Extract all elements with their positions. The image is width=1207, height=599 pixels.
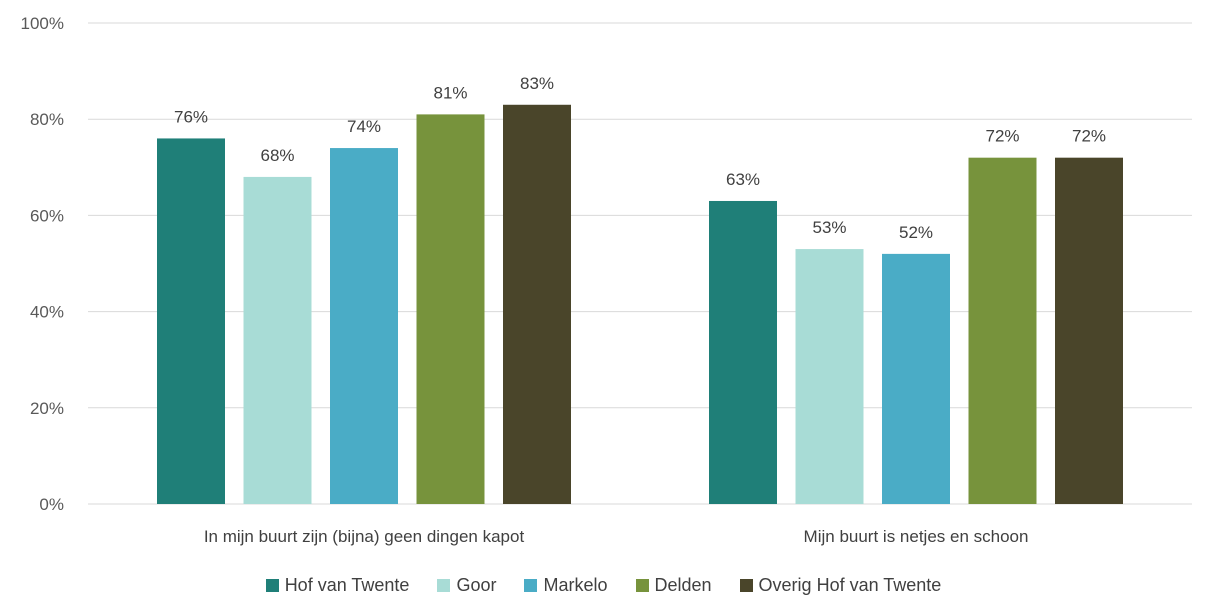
bars <box>157 104 1123 505</box>
data-label: 72% <box>1072 127 1106 146</box>
legend-swatch <box>635 578 649 592</box>
y-tick-label: 40% <box>30 303 64 322</box>
bar <box>1055 157 1123 504</box>
legend: Hof van Twente Goor Markelo Delden Overig Ho… <box>0 572 1207 598</box>
bar <box>709 200 777 504</box>
data-label: 81% <box>433 83 467 102</box>
legend-label: Overig Hof van Twente <box>758 574 942 595</box>
bar <box>243 176 312 505</box>
legend-label: Goor <box>456 574 497 595</box>
legend-item: Hof van Twente <box>265 574 410 596</box>
data-label: 68% <box>260 146 294 165</box>
data-label: 63% <box>726 170 760 189</box>
legend-swatch <box>265 578 279 592</box>
y-tick-label: 0% <box>39 495 64 514</box>
bar <box>157 138 225 504</box>
category-label: In mijn buurt zijn (bijna) geen dingen k… <box>204 527 525 546</box>
y-tick-label: 60% <box>30 206 64 225</box>
data-label: 72% <box>985 127 1019 146</box>
y-tick-label: 20% <box>30 399 64 418</box>
y-tick-label: 80% <box>30 110 64 129</box>
legend-swatch <box>437 578 451 592</box>
bar <box>882 253 950 504</box>
legend-swatch <box>524 578 538 592</box>
legend-label: Delden <box>654 574 712 595</box>
data-label: 74% <box>347 117 381 136</box>
legend-item: Goor <box>437 575 496 596</box>
bar <box>330 148 398 504</box>
category-label: Mijn buurt is netjes en schoon <box>804 527 1029 546</box>
y-tick-label: 100% <box>21 14 64 33</box>
bar-chart: 0% 20% 40% 60% 80% 100% 76% 68% 74% 81% 83% 63% 53%… <box>21 14 1192 546</box>
legend-item: Overig Hof van Twente <box>739 574 942 596</box>
data-label: 53% <box>812 218 846 237</box>
legend-label: Markelo <box>543 574 608 595</box>
bar <box>503 104 571 505</box>
data-labels: 76% 68% 74% 81% 83% 63% 53% 52% 72% 72% <box>174 74 1106 242</box>
data-label: 76% <box>174 107 208 126</box>
bar <box>416 114 485 504</box>
legend-item: Markelo <box>524 574 608 596</box>
data-label: 83% <box>520 74 554 93</box>
y-axis-tick-labels: 0% 20% 40% 60% 80% 100% <box>21 14 64 514</box>
bar <box>968 157 1037 504</box>
category-labels: In mijn buurt zijn (bijna) geen dingen k… <box>204 527 1029 546</box>
legend-swatch <box>739 578 753 592</box>
bar <box>795 249 864 504</box>
legend-item: Delden <box>635 574 712 596</box>
data-label: 52% <box>899 223 933 242</box>
legend-label: Hof van Twente <box>284 574 410 595</box>
